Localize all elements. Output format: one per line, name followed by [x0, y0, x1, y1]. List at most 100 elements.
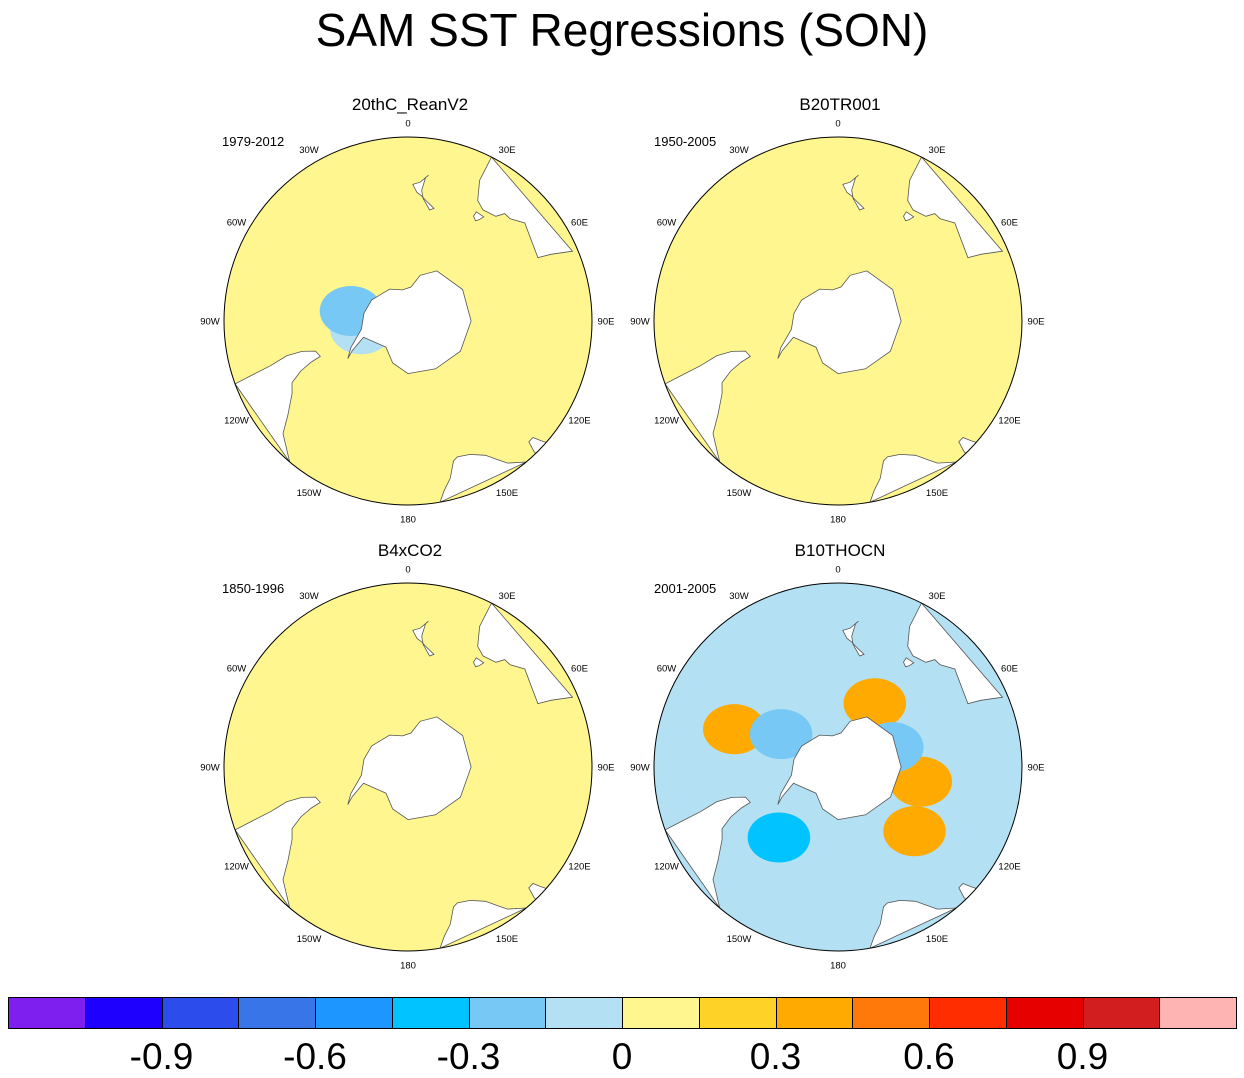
longitude-label: 150E	[496, 488, 518, 499]
land-madagascar	[528, 437, 558, 462]
land-antarctica	[777, 270, 902, 375]
colorbar-box	[1159, 997, 1237, 1029]
map-border	[223, 136, 593, 506]
longitude-label: 90E	[1028, 763, 1045, 774]
longitude-label: 30W	[729, 591, 749, 602]
land-antarctica	[347, 270, 472, 375]
anomaly-patch	[747, 812, 811, 863]
longitude-label: 120W	[654, 862, 679, 873]
colorbar-tick-label: -0.9	[129, 1036, 194, 1077]
map-border	[223, 582, 593, 952]
colorbar-box	[1082, 997, 1161, 1029]
land-new-zealand	[842, 174, 865, 211]
land-africa	[869, 453, 957, 503]
anomaly-patch	[703, 704, 766, 755]
land-new-zealand	[412, 174, 435, 211]
longitude-label: 60W	[657, 664, 677, 675]
panel-title: B4xCO2	[377, 541, 443, 560]
colorbar-box	[622, 997, 700, 1029]
longitude-label: 0	[405, 119, 410, 130]
longitude-label: 120E	[998, 416, 1020, 427]
polar-map: 0 30E 60E 90E 120E 150E 180 150W 120W 90W 60W 30W	[630, 119, 1044, 526]
anomaly-patches	[234, 156, 574, 503]
map-border	[653, 582, 1023, 952]
panel-title: 20thC_ReanV2	[351, 95, 469, 114]
longitude-label: 0	[405, 565, 410, 576]
anomaly-patches	[664, 156, 1004, 503]
map-panel-20thc-reanv2: 20thC_ReanV2 1979-2012 0 30E 60E 90E 120E 150…	[170, 95, 650, 526]
longitude-label: 120W	[654, 416, 679, 427]
land-south-america	[234, 350, 321, 463]
longitude-label: 60W	[657, 218, 677, 229]
colorbar-box	[391, 997, 470, 1029]
colorbar-box	[929, 997, 1007, 1029]
land-australia	[477, 156, 574, 259]
land-australia	[907, 156, 1004, 259]
colorbar-tick-label: -0.3	[436, 1036, 501, 1077]
anomaly-patch	[749, 709, 813, 760]
anomaly-patch	[843, 678, 907, 729]
longitude-label: 120E	[568, 862, 590, 873]
panel-period: 1850-1996	[222, 581, 285, 596]
colorbar	[8, 997, 1237, 1031]
land-madagascar	[528, 883, 558, 908]
figure-title: SAM SST Regressions (SON)	[315, 4, 929, 56]
panel-period: 1950-2005	[654, 134, 717, 149]
colorbar-box	[161, 997, 240, 1029]
colorbar-box	[1005, 997, 1084, 1029]
longitude-label: 90W	[630, 763, 650, 774]
colorbar-box	[545, 997, 623, 1029]
polar-map: 0 30E 60E 90E 120E 150E 180 150W 120W 90W 60W 30W	[200, 565, 615, 972]
longitude-label: 90W	[630, 317, 650, 328]
land-madagascar	[958, 883, 988, 908]
longitude-label: 150E	[926, 934, 948, 945]
longitude-label: 30W	[729, 145, 749, 156]
longitude-label: 120E	[998, 862, 1020, 873]
longitude-label: 150E	[926, 488, 948, 499]
longitude-label: 60E	[1001, 664, 1018, 675]
colorbar-box	[84, 997, 163, 1029]
anomaly-patches	[234, 602, 574, 949]
anomaly-patch	[402, 392, 466, 443]
map-border	[653, 136, 1023, 506]
longitude-label: 150W	[727, 488, 752, 499]
land-new-zealand	[412, 620, 435, 657]
longitude-label: 60W	[227, 664, 247, 675]
longitude-label: 150W	[297, 488, 322, 499]
colorbar-tick-label: 0.9	[1056, 1036, 1109, 1077]
land-africa	[439, 453, 527, 503]
land-tasmania	[903, 657, 915, 668]
longitude-label: 60E	[571, 218, 588, 229]
panel-title: B20TR001	[799, 95, 881, 114]
colorbar-tick-label: 0.6	[903, 1036, 955, 1077]
anomaly-patch	[405, 216, 469, 268]
longitude-label: 30E	[929, 145, 946, 156]
longitude-label: 150W	[727, 934, 752, 945]
longitude-label: 90E	[598, 763, 615, 774]
panel-title: B10THOCN	[794, 541, 886, 560]
longitude-label: 150E	[496, 934, 518, 945]
longitude-label: 30E	[499, 145, 516, 156]
land-south-america	[664, 796, 751, 909]
longitude-label: 180	[400, 961, 416, 972]
longitude-label: 150W	[297, 934, 322, 945]
longitude-label: 120E	[568, 416, 590, 427]
longitude-label: 60E	[571, 664, 588, 675]
map-panel-b10thocn: B10THOCN 2001-2005 0 30E 60E 90E 120E 150E 180…	[600, 541, 1080, 972]
land-australia	[907, 602, 1004, 705]
colorbar-box	[315, 997, 393, 1029]
anomaly-patch	[879, 399, 942, 450]
land-africa	[439, 899, 527, 949]
colorbar-box	[238, 997, 316, 1029]
land-antarctica	[347, 716, 472, 821]
longitude-label: 30E	[499, 591, 516, 602]
colorbar-box	[8, 997, 86, 1029]
colorbar-box	[775, 997, 854, 1029]
anomaly-patch	[468, 741, 532, 793]
longitude-label: 180	[830, 961, 846, 972]
anomaly-patch	[392, 651, 456, 702]
longitude-label: 30E	[929, 591, 946, 602]
anomaly-patch	[883, 806, 946, 857]
longitude-label: 30W	[299, 145, 319, 156]
longitude-label: 120W	[224, 862, 249, 873]
